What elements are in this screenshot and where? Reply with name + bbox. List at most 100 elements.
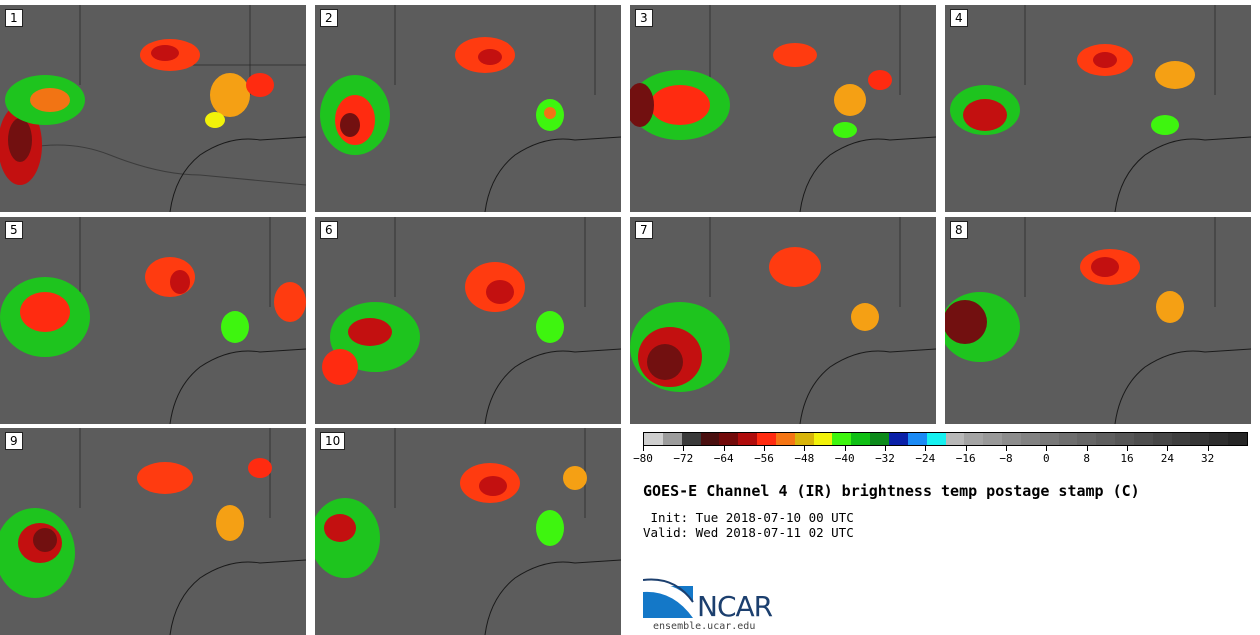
panel-number: 9: [5, 432, 23, 450]
colorbar-tick-label: 8: [1083, 452, 1090, 465]
colorbar-segment: [964, 433, 984, 445]
colorbar-tick: [1207, 446, 1209, 451]
colorbar-segment: [1190, 433, 1210, 445]
colorbar-tick-label: 16: [1120, 452, 1134, 465]
valid-time: Valid: Wed 2018-07-11 02 UTC: [643, 525, 854, 540]
colorbar-tick-label: −48: [794, 452, 815, 465]
colorbar-segment: [1152, 433, 1172, 445]
colorbar-segment: [775, 433, 795, 445]
colorbar-segment: [1171, 433, 1191, 445]
colorbar-segment: [945, 433, 965, 445]
map-image: [630, 217, 936, 424]
panel-number: 7: [635, 221, 653, 239]
panel-number: 10: [320, 432, 346, 450]
colorbar-tick: [1046, 446, 1048, 451]
colorbar-segment: [813, 433, 833, 445]
colorbar-tick-label: −32: [875, 452, 895, 465]
colorbar-segment: [719, 433, 739, 445]
map-image: [0, 428, 306, 635]
colorbar-segment: [870, 433, 889, 445]
colorbar-tick-label: −40: [834, 452, 855, 465]
colorbar-segment: [1077, 433, 1097, 445]
colorbar-tick: [683, 446, 685, 451]
map-image: [315, 428, 621, 635]
colorbar-segment: [1228, 433, 1247, 445]
init-time: Init: Tue 2018-07-10 00 UTC: [643, 510, 854, 525]
panel-number: 3: [635, 9, 653, 27]
colorbar-segment: [794, 433, 814, 445]
colorbar-tick-label: 0: [1043, 452, 1050, 465]
colorbar-tick-label: −72: [673, 452, 694, 465]
map-image: [315, 5, 621, 212]
colorbar-segment: [681, 433, 701, 445]
colorbar-segment: [738, 433, 758, 445]
postage-stamp-map: 9: [0, 428, 306, 635]
colorbar-tick: [723, 446, 725, 451]
map-image: [945, 217, 1251, 424]
colorbar-tick-label: −80: [633, 452, 653, 465]
map-image: [630, 5, 936, 212]
colorbar-tick: [643, 446, 644, 451]
ncar-logo-icon: [643, 578, 694, 618]
postage-stamp-map: 5: [0, 217, 306, 424]
colorbar-segment: [1039, 433, 1059, 445]
colorbar-segment: [1058, 433, 1078, 445]
logo-url: ensemble.ucar.edu: [653, 621, 756, 632]
map-image: [945, 5, 1251, 212]
panel-number: 5: [5, 221, 23, 239]
colorbar-tick: [1167, 446, 1169, 451]
postage-stamp-map: 6: [315, 217, 621, 424]
colorbar-segment: [851, 433, 871, 445]
postage-stamp-map: 1: [0, 5, 306, 212]
colorbar-tick: [764, 446, 765, 451]
colorbar-segment: [1096, 433, 1116, 445]
colorbar-tick-label: 32: [1201, 452, 1215, 465]
colorbar-segment: [700, 433, 720, 445]
postage-stamp-map: 2: [315, 5, 621, 212]
postage-stamp-map: 8: [945, 217, 1251, 424]
colorbar-segment: [1133, 433, 1153, 445]
colorbar: [643, 432, 1248, 446]
colorbar-tick: [1086, 446, 1088, 451]
colorbar-segment: [983, 433, 1003, 445]
postage-stamp-map: 4: [945, 5, 1251, 212]
colorbar-tick-label: −64: [713, 452, 734, 465]
colorbar-segment: [1209, 433, 1229, 445]
map-image: [0, 217, 306, 424]
panel-number: 8: [950, 221, 968, 239]
panel-number: 6: [320, 221, 338, 239]
postage-stamp-map: 7: [630, 217, 936, 424]
colorbar-tick-label: −24: [915, 452, 936, 465]
colorbar-segment: [644, 433, 663, 445]
colorbar-tick: [1006, 446, 1007, 451]
map-image: [0, 5, 306, 212]
colorbar-tick-label: 24: [1160, 452, 1174, 465]
map-image: [315, 217, 621, 424]
panel-number: 4: [950, 9, 968, 27]
postage-stamp-map: 10: [315, 428, 621, 635]
panel-number: 1: [5, 9, 23, 27]
colorbar-ticks: −80 −72 −64 −56 −48 −40 −32 −24 −16 −8 0 8 16 24 32: [633, 446, 1248, 468]
colorbar-segment: [1020, 433, 1040, 445]
colorbar-tick: [804, 446, 806, 451]
colorbar-tick: [925, 446, 927, 451]
colorbar-segment: [926, 433, 946, 445]
logo-name: NCAR: [697, 590, 773, 623]
colorbar-segment: [888, 433, 908, 445]
colorbar-segment: [832, 433, 852, 445]
colorbar-segment: [757, 433, 776, 445]
colorbar-tick: [885, 446, 886, 451]
colorbar-segment: [1115, 433, 1134, 445]
colorbar-tick-label: −8: [999, 452, 1013, 465]
colorbar-tick-label: −16: [955, 452, 976, 465]
colorbar-tick: [965, 446, 967, 451]
colorbar-tick-label: −56: [754, 452, 774, 465]
colorbar-segment: [1002, 433, 1021, 445]
colorbar-tick: [844, 446, 846, 451]
panel-number: 2: [320, 9, 338, 27]
colorbar-segment: [907, 433, 927, 445]
colorbar-tick: [1127, 446, 1128, 451]
postage-stamp-map: 3: [630, 5, 936, 212]
figure-title: GOES-E Channel 4 (IR) brightness temp po…: [643, 482, 1140, 500]
colorbar-segment: [662, 433, 682, 445]
